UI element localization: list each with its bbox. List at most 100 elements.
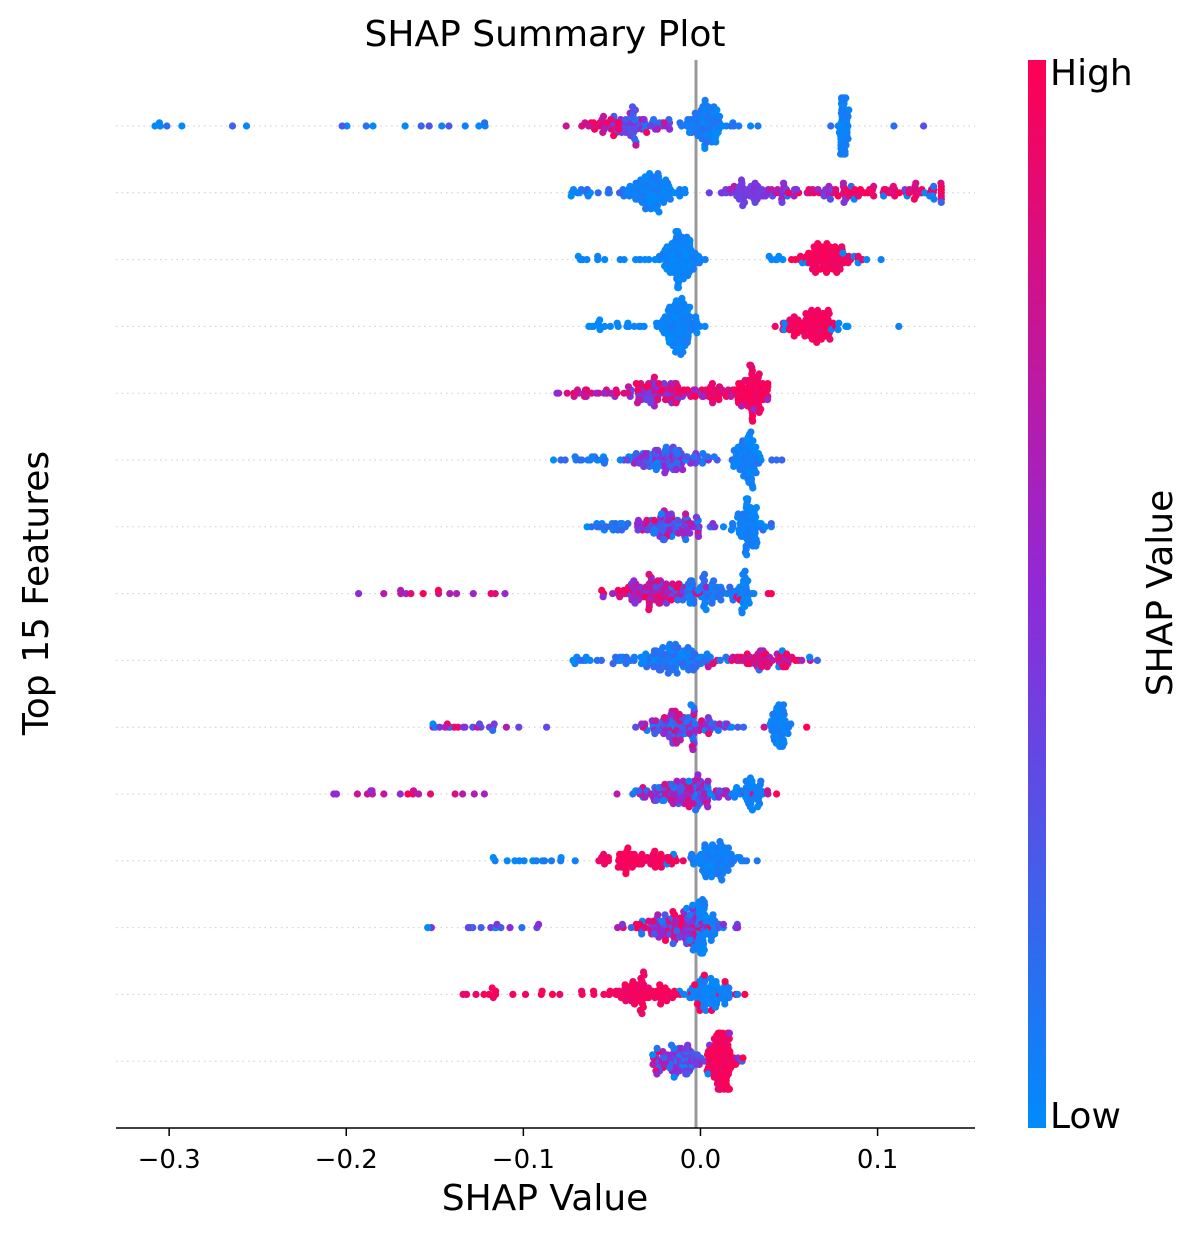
shap-point-row-5 xyxy=(747,361,755,369)
shap-point-row-1 xyxy=(650,116,658,124)
shap-point-row-4 xyxy=(596,316,604,324)
shap-point-row-4 xyxy=(672,297,681,305)
shap-point-row-12 xyxy=(541,857,549,865)
shap-point-row-8 xyxy=(419,590,427,598)
shap-point-row-11 xyxy=(669,800,677,808)
shap-point-row-2 xyxy=(882,186,890,194)
shap-point-row-14 xyxy=(657,1000,665,1008)
shap-point-row-9 xyxy=(673,669,681,677)
shap-point-row-8 xyxy=(407,590,415,598)
shap-point-row-4 xyxy=(688,326,696,334)
shap-point-row-11 xyxy=(404,790,412,798)
shap-point-row-10 xyxy=(502,723,510,731)
shap-point-row-7 xyxy=(692,513,701,521)
shap-point-row-1 xyxy=(840,94,848,102)
shap-point-row-10 xyxy=(654,726,662,735)
shap-point-row-10 xyxy=(632,723,640,731)
shap-point-row-14 xyxy=(734,990,742,999)
shap-point-row-12 xyxy=(624,844,632,852)
shap-point-row-2 xyxy=(676,192,684,200)
shap-point-row-1 xyxy=(714,128,722,136)
shap-point-row-3 xyxy=(689,265,697,273)
shap-point-row-2 xyxy=(654,170,662,178)
shap-point-row-7 xyxy=(634,526,642,534)
shap-point-row-13 xyxy=(518,924,526,932)
shap-point-row-4 xyxy=(585,322,593,330)
shap-point-row-14 xyxy=(578,987,586,995)
shap-point-row-2 xyxy=(753,195,761,203)
shap-point-row-5 xyxy=(749,417,757,425)
shap-point-row-14 xyxy=(721,1000,729,1008)
shap-point-row-2 xyxy=(730,182,738,190)
shap-point-row-2 xyxy=(655,208,663,216)
shap-point-row-14 xyxy=(700,971,709,979)
shap-point-row-2 xyxy=(910,195,918,203)
shap-point-row-5 xyxy=(680,386,688,394)
shap-point-row-15 xyxy=(660,1060,668,1068)
shap-point-row-9 xyxy=(637,653,645,661)
shap-point-row-11 xyxy=(754,803,762,811)
shap-point-row-5 xyxy=(654,396,662,404)
shap-point-row-2 xyxy=(880,192,888,200)
shap-point-row-12 xyxy=(616,850,624,859)
shap-point-row-4 xyxy=(630,322,638,330)
shap-point-row-5 xyxy=(592,389,600,397)
colorbar-title: SHAP Value xyxy=(1140,490,1181,697)
shap-point-row-8 xyxy=(667,596,675,604)
shap-point-row-8 xyxy=(642,583,650,591)
shap-point-row-9 xyxy=(637,660,646,668)
shap-point-row-2 xyxy=(586,189,594,197)
shap-point-row-9 xyxy=(650,647,659,655)
shap-point-row-12 xyxy=(647,860,655,868)
shap-point-row-12 xyxy=(557,854,565,862)
shap-point-row-10 xyxy=(667,710,675,719)
shap-point-row-15 xyxy=(739,1054,747,1062)
shap-point-row-13 xyxy=(698,896,707,904)
shap-point-row-5 xyxy=(655,380,663,388)
shap-point-row-13 xyxy=(686,911,694,919)
shap-point-row-6 xyxy=(757,456,765,464)
shap-point-row-10 xyxy=(436,723,444,731)
shap-point-row-4 xyxy=(688,319,697,327)
shap-point-row-12 xyxy=(724,866,732,875)
shap-point-row-1 xyxy=(562,122,570,130)
shap-point-row-10 xyxy=(734,723,742,731)
shap-point-row-6 xyxy=(672,466,680,474)
shap-point-row-13 xyxy=(719,920,728,929)
shap-point-row-1 xyxy=(599,128,607,136)
shap-point-row-4 xyxy=(665,338,674,346)
shap-point-row-13 xyxy=(658,917,666,925)
shap-point-row-2 xyxy=(870,182,878,190)
shap-point-row-6 xyxy=(652,466,660,474)
shap-point-row-4 xyxy=(780,326,789,334)
shap-point-row-9 xyxy=(609,660,617,668)
shap-point-row-13 xyxy=(661,911,669,919)
shap-point-row-9 xyxy=(783,650,791,658)
shap-point-row-11 xyxy=(380,790,388,798)
shap-point-row-6 xyxy=(690,453,698,461)
shap-point-row-8 xyxy=(355,590,363,598)
shap-point-row-3 xyxy=(635,256,644,264)
shap-point-row-12 xyxy=(636,854,644,862)
shap-point-row-8 xyxy=(675,580,683,588)
shap-point-row-1 xyxy=(676,119,684,127)
shap-point-row-12 xyxy=(547,857,556,865)
shap-point-row-8 xyxy=(380,590,388,598)
shap-point-row-13 xyxy=(614,924,622,932)
shap-point-row-2 xyxy=(930,195,938,203)
x-ticks: −0.3 −0.2 −0.1 0.0 0.1 xyxy=(138,1128,898,1175)
shap-point-row-11 xyxy=(757,777,765,785)
shap-point-row-7 xyxy=(634,516,643,525)
shap-point-row-4 xyxy=(659,316,667,324)
shap-point-row-7 xyxy=(719,523,728,531)
shap-point-row-11 xyxy=(613,790,621,798)
shap-point-row-4 xyxy=(824,306,832,314)
shap-point-row-3 xyxy=(863,256,871,264)
shap-point-row-7 xyxy=(752,504,761,512)
shap-point-row-1 xyxy=(841,150,849,158)
shap-point-row-11 xyxy=(396,790,404,798)
shap-point-row-5 xyxy=(583,386,591,394)
shap-point-row-2 xyxy=(670,189,679,197)
shap-point-row-14 xyxy=(691,981,699,989)
shap-point-row-7 xyxy=(694,532,703,541)
